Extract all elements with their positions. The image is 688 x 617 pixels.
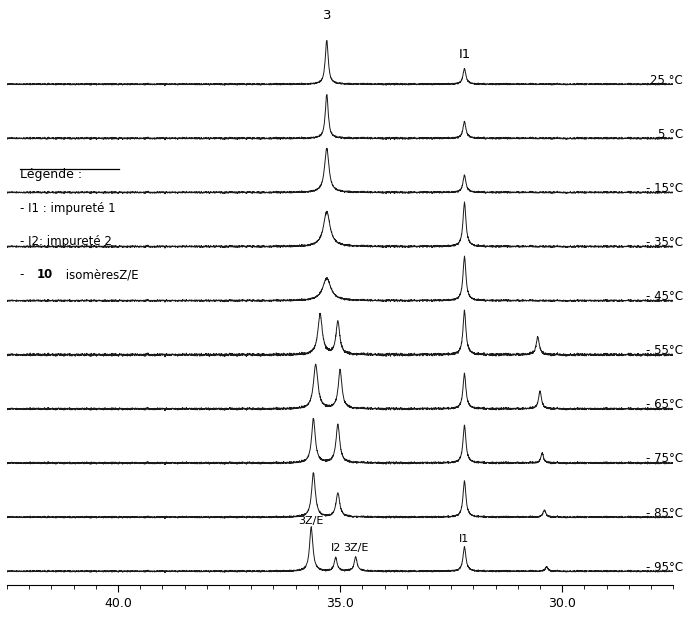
Text: - 55°C: - 55°C — [646, 344, 683, 357]
Text: I1: I1 — [460, 534, 470, 544]
Text: - I1 : impureté 1: - I1 : impureté 1 — [20, 202, 116, 215]
Text: -: - — [20, 268, 28, 281]
Text: 25 °C: 25 °C — [650, 73, 683, 86]
Text: - 15°C: - 15°C — [646, 182, 683, 195]
Text: 5 °C: 5 °C — [658, 128, 683, 141]
Text: 3Z/E: 3Z/E — [343, 543, 368, 553]
Text: I2: I2 — [330, 543, 341, 553]
Text: 10: 10 — [37, 268, 53, 281]
Text: I1: I1 — [458, 48, 471, 61]
Text: isomèresZ/E: isomèresZ/E — [62, 268, 139, 281]
Text: - 95°C: - 95°C — [646, 561, 683, 574]
Text: - 45°C: - 45°C — [646, 290, 683, 303]
Text: 3: 3 — [323, 9, 331, 22]
Text: - 35°C: - 35°C — [646, 236, 683, 249]
Text: - 75°C: - 75°C — [646, 452, 683, 465]
Text: - 85°C: - 85°C — [646, 507, 683, 520]
Text: 3Z/E: 3Z/E — [299, 516, 324, 526]
Text: Légende :: Légende : — [20, 168, 83, 181]
Text: - 65°C: - 65°C — [646, 399, 683, 412]
Text: - I2: impureté 2: - I2: impureté 2 — [20, 235, 112, 248]
